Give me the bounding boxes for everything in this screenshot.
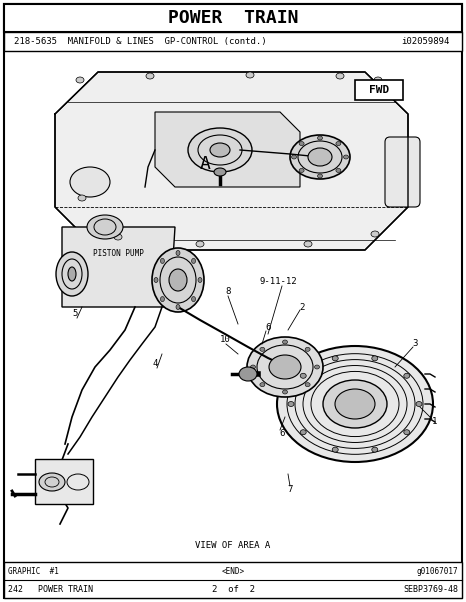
Text: g01067017: g01067017 bbox=[417, 568, 458, 577]
Ellipse shape bbox=[371, 231, 379, 237]
Ellipse shape bbox=[315, 365, 320, 369]
Text: 218-5635  MANIFOLD & LINES  GP-CONTROL (contd.): 218-5635 MANIFOLD & LINES GP-CONTROL (co… bbox=[14, 37, 267, 46]
Text: POWER  TRAIN: POWER TRAIN bbox=[168, 9, 298, 27]
Ellipse shape bbox=[332, 447, 338, 452]
Ellipse shape bbox=[404, 430, 410, 435]
Text: 6: 6 bbox=[265, 323, 271, 332]
Ellipse shape bbox=[246, 72, 254, 78]
Ellipse shape bbox=[300, 430, 306, 435]
Ellipse shape bbox=[214, 168, 226, 176]
Ellipse shape bbox=[269, 355, 301, 379]
Ellipse shape bbox=[39, 473, 65, 491]
Ellipse shape bbox=[251, 365, 255, 369]
Ellipse shape bbox=[160, 258, 164, 264]
Bar bbox=[4, 32, 462, 51]
Ellipse shape bbox=[260, 347, 265, 352]
Ellipse shape bbox=[304, 241, 312, 247]
Ellipse shape bbox=[336, 141, 341, 146]
Ellipse shape bbox=[239, 367, 257, 381]
Ellipse shape bbox=[87, 215, 123, 239]
Ellipse shape bbox=[277, 346, 433, 462]
Bar bbox=[4, 562, 462, 598]
Ellipse shape bbox=[282, 390, 288, 394]
Polygon shape bbox=[55, 72, 408, 250]
Ellipse shape bbox=[290, 135, 350, 179]
Ellipse shape bbox=[335, 389, 375, 419]
Text: 5: 5 bbox=[72, 309, 78, 318]
Ellipse shape bbox=[288, 402, 294, 406]
Text: SEBP3769-48: SEBP3769-48 bbox=[403, 585, 458, 594]
Text: 10: 10 bbox=[219, 335, 230, 344]
Text: 6: 6 bbox=[279, 429, 285, 438]
Ellipse shape bbox=[374, 77, 382, 83]
Ellipse shape bbox=[305, 383, 310, 386]
Ellipse shape bbox=[78, 195, 86, 201]
Ellipse shape bbox=[317, 174, 322, 178]
Ellipse shape bbox=[76, 77, 84, 83]
Text: VIEW OF AREA A: VIEW OF AREA A bbox=[195, 541, 271, 550]
Ellipse shape bbox=[192, 297, 196, 302]
Ellipse shape bbox=[299, 169, 304, 172]
Ellipse shape bbox=[196, 241, 204, 247]
Text: i02059894: i02059894 bbox=[402, 37, 450, 46]
Ellipse shape bbox=[247, 337, 323, 397]
Text: 242   POWER TRAIN: 242 POWER TRAIN bbox=[8, 585, 93, 594]
Polygon shape bbox=[155, 112, 300, 187]
Ellipse shape bbox=[372, 356, 378, 361]
Text: 3: 3 bbox=[412, 340, 418, 349]
Bar bbox=[35, 459, 93, 504]
Ellipse shape bbox=[300, 373, 306, 378]
Ellipse shape bbox=[70, 167, 110, 197]
Ellipse shape bbox=[317, 136, 322, 140]
Text: GRAPHIC  #1: GRAPHIC #1 bbox=[8, 568, 59, 577]
Ellipse shape bbox=[323, 380, 387, 428]
Ellipse shape bbox=[416, 402, 422, 406]
Bar bbox=[355, 80, 403, 100]
Text: 4: 4 bbox=[152, 359, 158, 368]
Ellipse shape bbox=[282, 340, 288, 344]
Ellipse shape bbox=[146, 73, 154, 79]
Text: PISTON PUMP: PISTON PUMP bbox=[93, 249, 144, 258]
Polygon shape bbox=[62, 227, 175, 307]
Ellipse shape bbox=[372, 447, 378, 452]
Ellipse shape bbox=[160, 297, 164, 302]
Ellipse shape bbox=[210, 143, 230, 157]
Ellipse shape bbox=[404, 373, 410, 378]
Ellipse shape bbox=[152, 248, 204, 312]
Ellipse shape bbox=[198, 278, 202, 282]
Ellipse shape bbox=[343, 155, 349, 159]
Ellipse shape bbox=[292, 155, 296, 159]
Ellipse shape bbox=[56, 252, 88, 296]
Ellipse shape bbox=[336, 169, 341, 172]
Ellipse shape bbox=[332, 356, 338, 361]
Ellipse shape bbox=[299, 141, 304, 146]
Ellipse shape bbox=[114, 234, 122, 240]
Text: 8: 8 bbox=[226, 288, 231, 297]
Ellipse shape bbox=[176, 250, 180, 255]
Ellipse shape bbox=[154, 278, 158, 282]
Ellipse shape bbox=[308, 148, 332, 166]
Text: 7: 7 bbox=[288, 485, 293, 494]
Ellipse shape bbox=[305, 347, 310, 352]
Text: 1: 1 bbox=[432, 418, 438, 426]
Text: 9-11-12: 9-11-12 bbox=[259, 278, 297, 287]
Ellipse shape bbox=[169, 269, 187, 291]
Text: <END>: <END> bbox=[221, 568, 245, 577]
Text: A: A bbox=[199, 155, 211, 173]
FancyBboxPatch shape bbox=[385, 137, 420, 207]
Bar bbox=[4, 4, 462, 32]
Ellipse shape bbox=[176, 305, 180, 309]
Ellipse shape bbox=[336, 73, 344, 79]
Text: FWD: FWD bbox=[369, 85, 389, 95]
Text: 2  of  2: 2 of 2 bbox=[212, 585, 254, 594]
Ellipse shape bbox=[260, 383, 265, 386]
Text: 2: 2 bbox=[299, 302, 305, 311]
Ellipse shape bbox=[68, 267, 76, 281]
Ellipse shape bbox=[188, 128, 252, 172]
Ellipse shape bbox=[192, 258, 196, 264]
